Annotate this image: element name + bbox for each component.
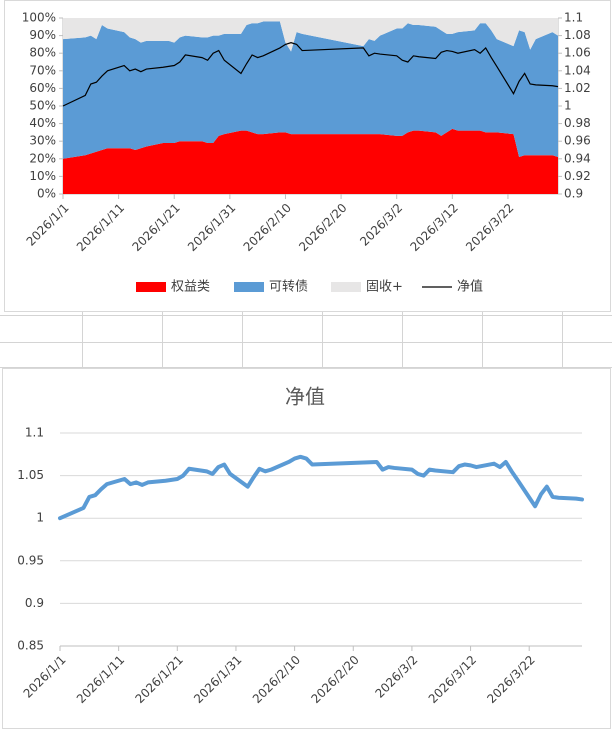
y-tick-label: 100% [22, 11, 56, 25]
y-tick-label: 1.05 [17, 468, 44, 482]
y2-tick-label: 0.92 [564, 169, 591, 183]
y-tick-label: 10% [29, 169, 56, 183]
y-tick-label: 70% [29, 63, 56, 77]
y-tick-label: 0.9 [25, 596, 44, 610]
chart-frame [2, 368, 611, 729]
y2-tick-label: 0.94 [564, 151, 591, 165]
y-tick-label: 0% [37, 187, 56, 201]
y2-tick-label: 1.06 [564, 46, 591, 60]
y-tick-label: 90% [29, 28, 56, 42]
y2-tick-label: 1 [564, 99, 572, 113]
y-tick-label: 0.95 [17, 553, 44, 567]
sheet-grid [0, 312, 612, 368]
legend-swatch [331, 282, 361, 292]
y-tick-label: 40% [29, 116, 56, 130]
y-tick-label: 0.85 [17, 639, 44, 653]
y2-tick-label: 0.9 [564, 187, 583, 201]
area [63, 128, 558, 194]
y-tick-label: 60% [29, 81, 56, 95]
legend-swatch [136, 282, 166, 292]
y2-tick-label: 0.96 [564, 134, 591, 148]
legend-label: 权益类 [171, 279, 210, 295]
area [63, 18, 558, 52]
y2-tick-label: 1.02 [564, 81, 591, 95]
legend-label: 固收+ [366, 280, 403, 295]
y-tick-label: 1 [36, 511, 44, 525]
y-tick-label: 20% [29, 151, 56, 165]
y2-tick-label: 1.1 [564, 11, 583, 25]
nav-line [62, 42, 559, 107]
legend-label: 可转债 [269, 280, 308, 295]
y2-tick-label: 0.98 [564, 116, 591, 130]
legend-swatch [234, 282, 264, 292]
area [63, 21, 558, 159]
y-tick-label: 80% [29, 46, 56, 60]
y-tick-label: 50% [29, 99, 56, 113]
chart-title: 净值 [285, 385, 325, 409]
y2-tick-label: 1.08 [564, 28, 591, 42]
y-tick-label: 1.1 [25, 426, 44, 440]
y-tick-label: 30% [29, 134, 56, 148]
y2-tick-label: 1.04 [564, 63, 591, 77]
nav-line [58, 454, 584, 521]
legend-label: 净值 [457, 279, 483, 295]
